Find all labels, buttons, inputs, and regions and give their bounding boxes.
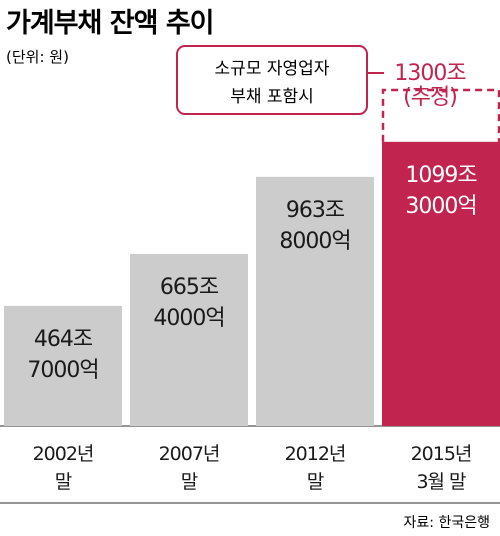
callout-line1: 소규모 자영업자 — [215, 59, 330, 79]
bar-value-label-3-0: 1099조 — [405, 163, 477, 188]
category-label-3-0: 2015년 — [411, 443, 472, 465]
unit-label: (단위: 원) — [6, 48, 69, 66]
category-label-1-1: 말 — [181, 471, 198, 493]
bar-label-group: 464조 7000억 665조 4000억 963조 8000억 1099조 3000억 — [27, 163, 478, 383]
bar-3 — [382, 141, 500, 427]
bar-value-label-0-1: 7000억 — [27, 358, 98, 383]
callout-box — [176, 45, 368, 115]
bar-value-label-3-1: 3000억 — [405, 194, 476, 219]
estimate-note: (추정) — [403, 85, 457, 110]
bar-0 — [4, 305, 122, 426]
category-label-1-0: 2007년 — [159, 443, 220, 465]
chart-title: 가계부채 잔액 추이 — [6, 8, 214, 39]
callout-line2: 부채 포함시 — [230, 87, 314, 107]
category-label-0-0: 2002년 — [33, 443, 94, 465]
bar-value-label-1-1: 4000억 — [153, 306, 224, 331]
bar-value-label-2-0: 963조 — [286, 198, 345, 223]
bar-1 — [130, 253, 248, 426]
category-label-2-0: 2012년 — [285, 443, 346, 465]
callout: 소규모 자영업자 부채 포함시 1300조 (추정) — [176, 45, 467, 115]
category-label-2-1: 말 — [307, 471, 324, 493]
bar-2 — [256, 176, 374, 426]
bar-group — [4, 141, 500, 427]
category-label-3-1: 3월 말 — [416, 471, 466, 493]
estimate-value: 1300조 — [394, 61, 466, 86]
estimate-group — [381, 88, 500, 142]
bar-value-label-0-0: 464조 — [34, 327, 93, 352]
source-note: 자료: 한국은행 — [404, 515, 490, 531]
bar-value-label-2-1: 8000억 — [279, 229, 350, 254]
bar-value-label-1-0: 665조 — [160, 275, 219, 300]
category-label-0-1: 말 — [55, 471, 72, 493]
estimate-dashed-bar — [381, 88, 500, 142]
